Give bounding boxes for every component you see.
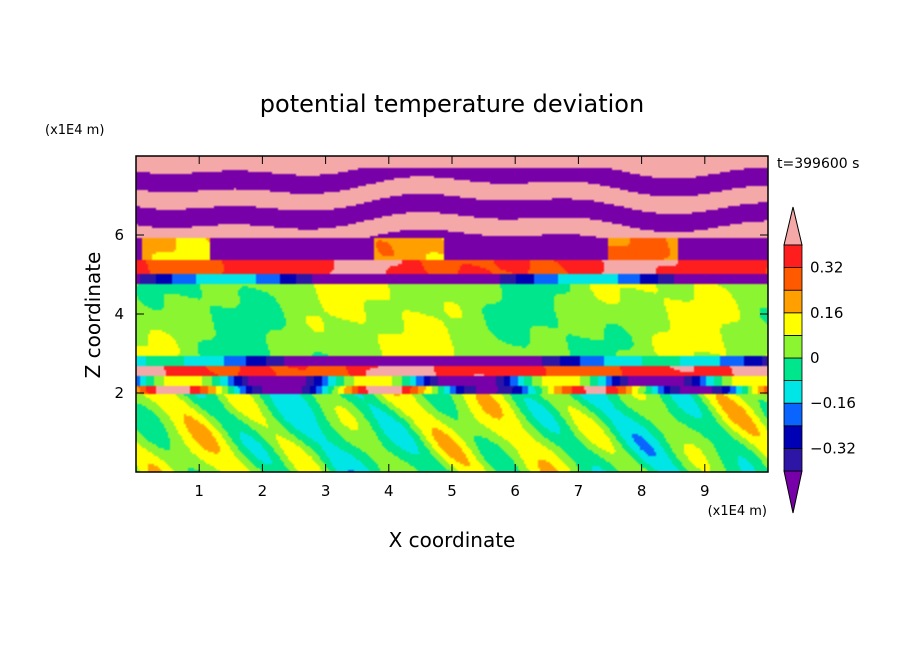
x-tick-label: 1 [194,482,204,500]
colorbar-segment [783,425,803,449]
colorbar-segment [783,447,803,472]
colorbar-tick-label: 0.16 [810,304,843,322]
y-tick-label: 6 [114,226,124,244]
colorbar-tick-label: 0.32 [810,259,843,277]
colorbar-extend-min [783,470,803,514]
colorbar-segment [783,380,803,404]
y-unit-label: (x1E4 m) [45,123,104,138]
heatmap-field [136,156,768,472]
time-stamp: t=399600 s [777,156,859,172]
x-tick-label: 5 [447,482,457,500]
x-tick-label: 9 [700,482,710,500]
x-tick-label: 8 [637,482,647,500]
x-tick-label: 4 [384,482,394,500]
x-axis: 1 2 3 4 5 6 7 8 9 [194,156,710,500]
colorbar-extend-max [783,206,803,246]
x-unit-label: (x1E4 m) [708,504,767,519]
y-tick-label: 2 [114,384,124,402]
y-tick-label: 4 [114,305,124,323]
x-tick-label: 3 [321,482,331,500]
colorbar: 0.32 0.16 0 −0.16 −0.32 [783,206,856,514]
y-axis-title: Z coordinate [81,252,105,379]
colorbar-tick-label: −0.32 [810,439,856,457]
chart-title: potential temperature deviation [260,90,644,118]
x-tick-label: 7 [574,482,584,500]
x-tick-label: 2 [258,482,268,500]
x-tick-label: 6 [510,482,520,500]
colorbar-tick-label: 0 [810,349,820,367]
colorbar-segment [783,267,803,291]
colorbar-segment [783,402,803,427]
y-axis: 2 4 6 [114,226,768,402]
field-image [136,156,768,472]
colorbar-segment [783,334,803,359]
colorbar-segment [783,289,803,314]
colorbar-segment [783,357,803,382]
colorbar-segment [783,244,803,269]
x-axis-title: X coordinate [389,528,516,552]
colorbar-segment [783,312,803,336]
colorbar-tick-label: −0.16 [810,394,856,412]
